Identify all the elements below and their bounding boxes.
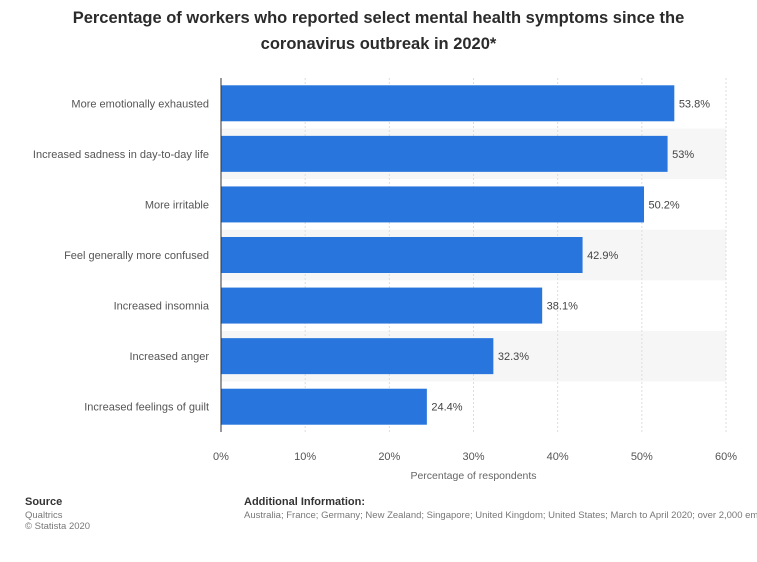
category-label: Increased anger xyxy=(130,351,210,363)
value-label: 32.3% xyxy=(498,351,529,363)
bars xyxy=(221,85,675,425)
category-label: More emotionally exhausted xyxy=(71,98,209,110)
chart-title: Percentage of workers who reported selec… xyxy=(72,9,685,53)
category-label: Feel generally more confused xyxy=(64,250,209,262)
category-label: Increased feelings of guilt xyxy=(84,402,209,414)
category-label: Increased sadness in day-to-day life xyxy=(33,149,209,161)
bar xyxy=(221,135,668,172)
x-axis-title: Percentage of respondents xyxy=(410,470,536,482)
x-tick-label: 50% xyxy=(631,451,653,463)
source-heading: Source xyxy=(25,496,63,508)
bar-chart: 0% 10% 20% 30% 40% 50% 60% More emotionally exh… xyxy=(33,78,737,482)
bar xyxy=(221,237,583,273)
x-tick-label: 30% xyxy=(462,451,484,463)
bar xyxy=(221,85,675,122)
value-label: 38.1% xyxy=(547,301,578,313)
x-tick-label: 40% xyxy=(547,451,569,463)
category-label: More irritable xyxy=(145,199,209,211)
additional-info-heading: Additional Information: xyxy=(244,496,365,508)
x-tick-label: 20% xyxy=(378,451,400,463)
labels: 0% 10% 20% 30% 40% 50% 60% More emotionally exh… xyxy=(33,98,737,482)
x-tick-label: 60% xyxy=(715,451,737,463)
category-label: Increased insomnia xyxy=(114,301,210,313)
copyright-notice: © Statista 2020 xyxy=(25,521,91,532)
source-name[interactable]: Qualtrics xyxy=(25,510,63,521)
x-tick-label: 0% xyxy=(213,451,229,463)
bar xyxy=(221,338,494,375)
value-label: 53.8% xyxy=(679,98,710,110)
value-label: 53% xyxy=(672,149,694,161)
x-tick-label: 10% xyxy=(294,451,316,463)
additional-info-text: Australia; France; Germany; New Zealand;… xyxy=(244,510,757,521)
bar xyxy=(221,186,645,223)
value-label: 24.4% xyxy=(431,402,462,414)
value-label: 42.9% xyxy=(587,250,618,262)
bar xyxy=(221,287,543,324)
bar xyxy=(221,388,427,425)
value-label: 50.2% xyxy=(649,199,680,211)
